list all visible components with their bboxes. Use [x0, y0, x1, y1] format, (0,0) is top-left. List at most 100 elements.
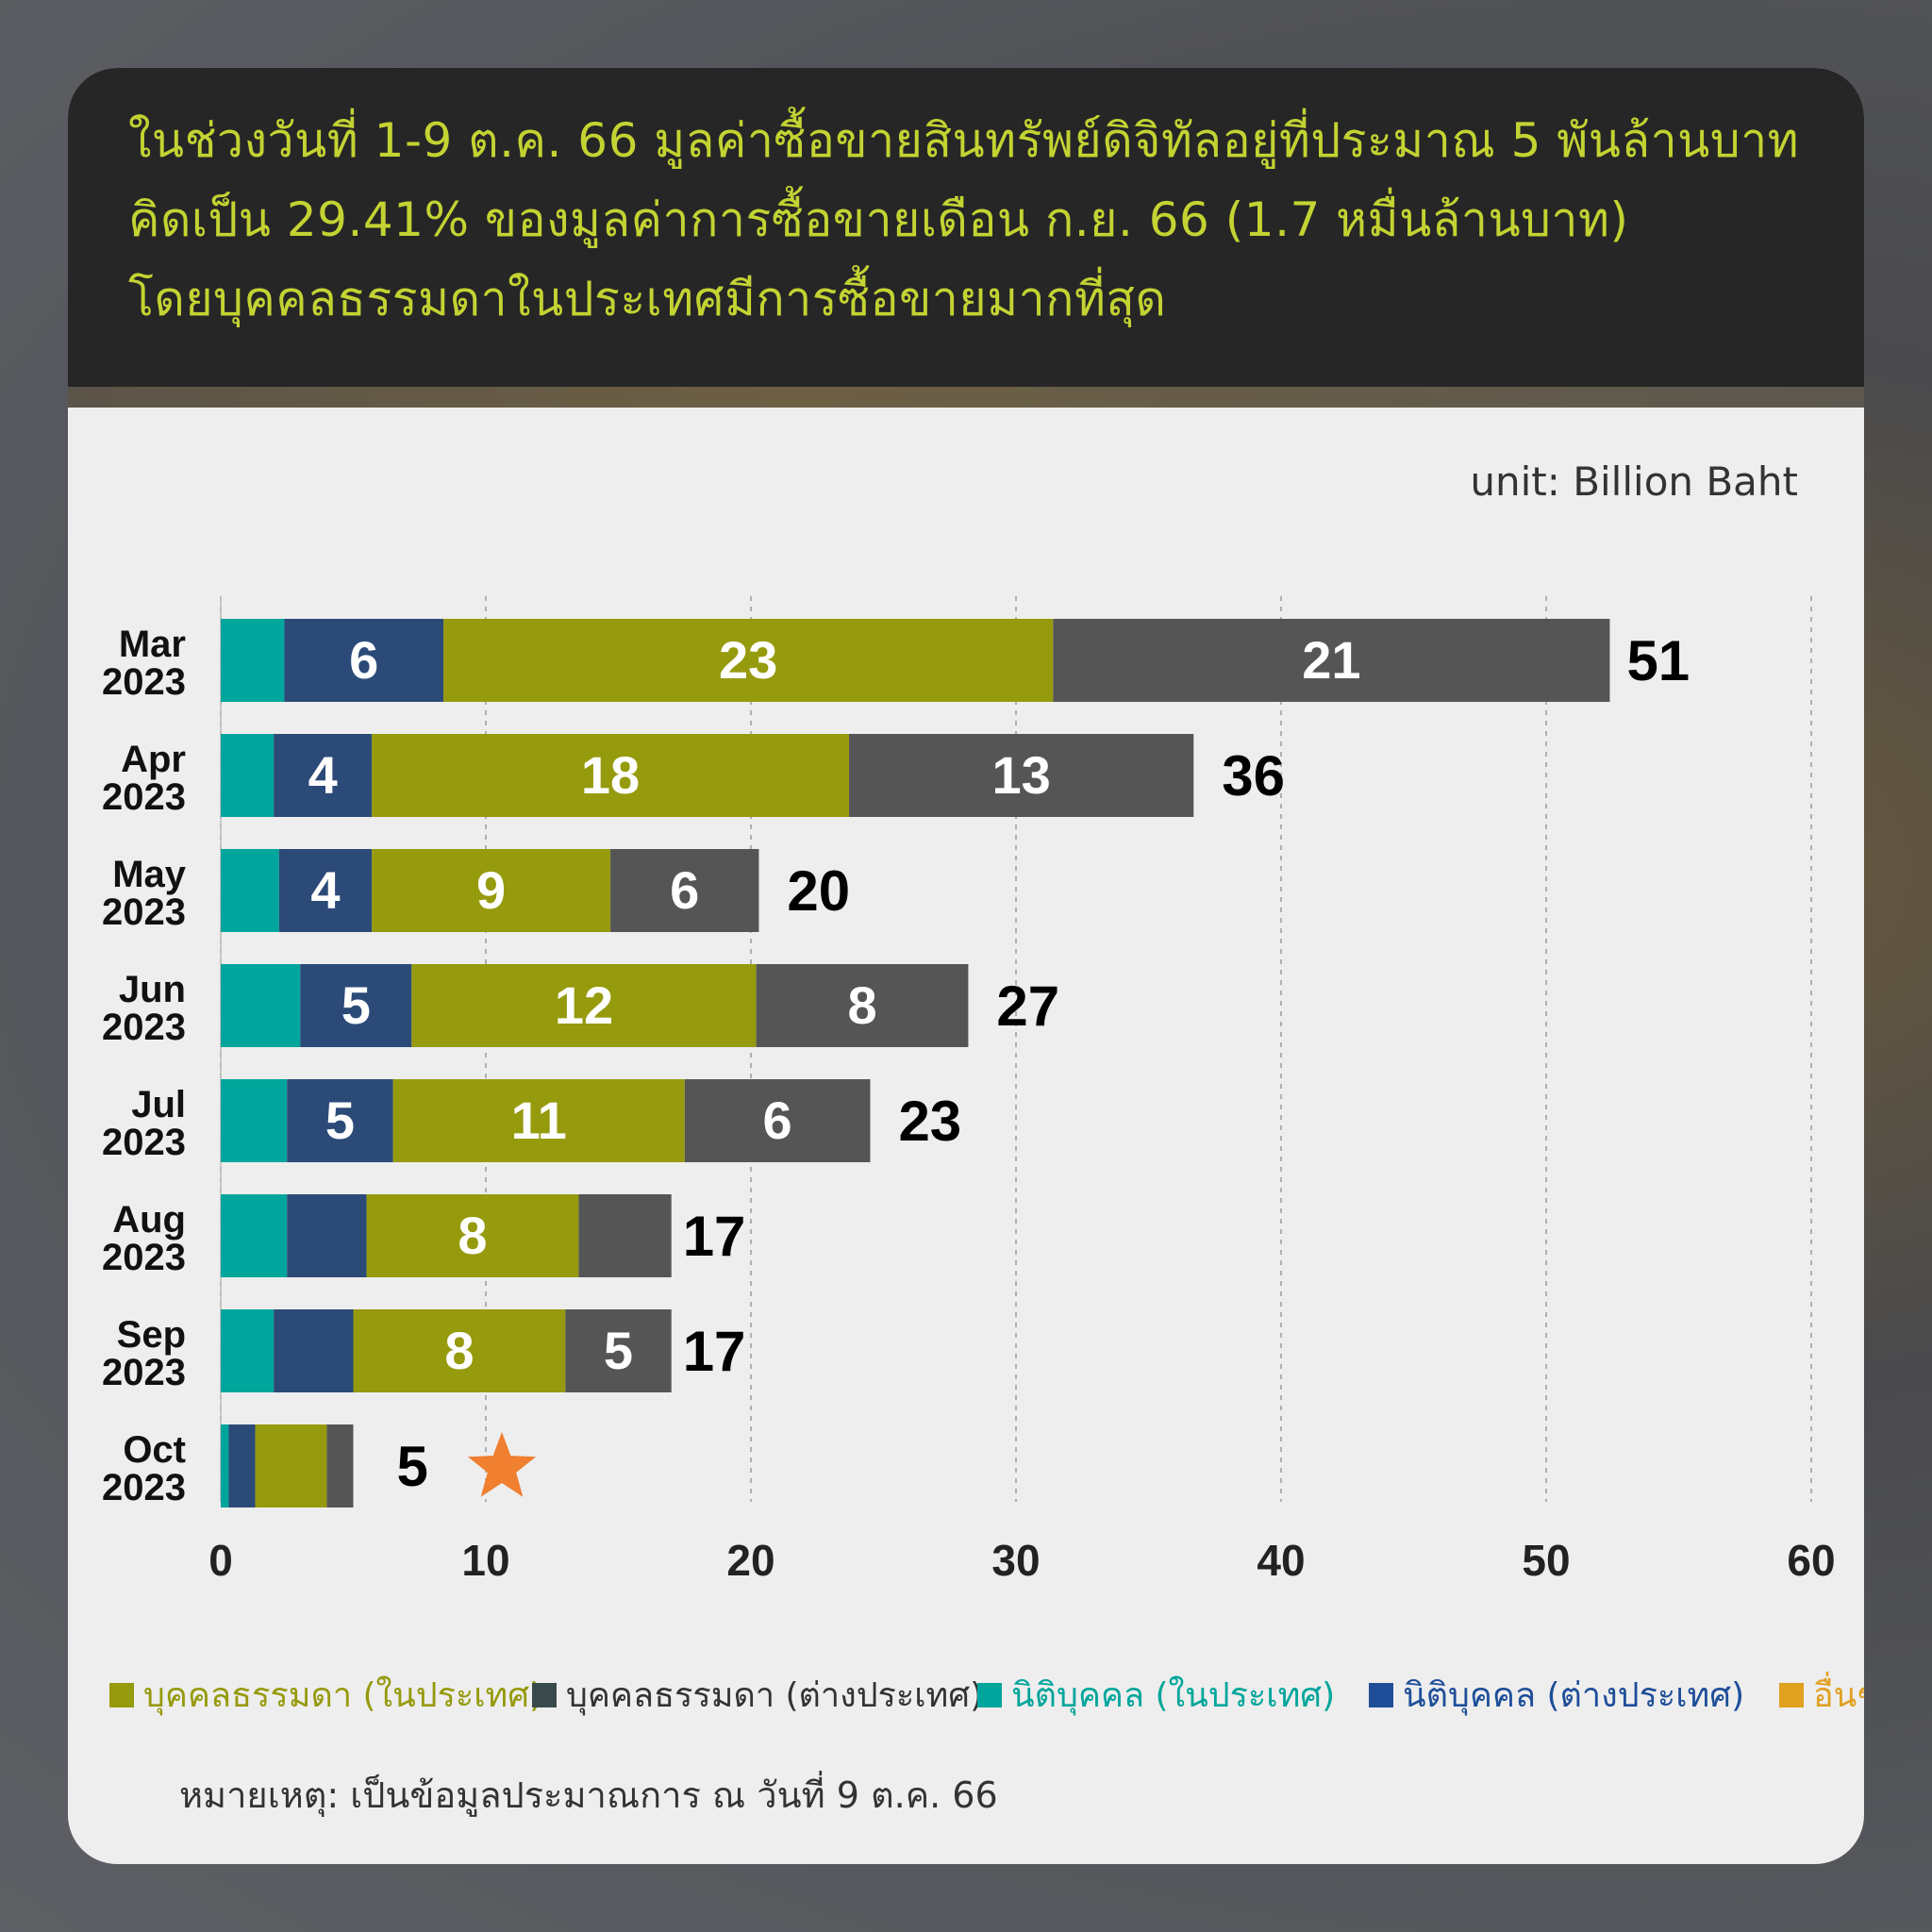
bar-data-label: 11: [511, 1091, 567, 1150]
bar-total-label: 5: [397, 1435, 428, 1498]
category-label-month: Jul: [131, 1084, 186, 1125]
legend-swatch: [109, 1682, 134, 1707]
bar-segment: [221, 1309, 275, 1392]
bar-data-label: 4: [310, 860, 340, 920]
bar-total-label: 17: [683, 1205, 746, 1268]
bar-data-label: 6: [670, 860, 699, 920]
bar-segment: [353, 1309, 566, 1392]
x-tick-label-20: 20: [726, 1536, 774, 1585]
bar-segment: [255, 1424, 327, 1507]
unit-label: unit: Billion Baht: [1470, 458, 1798, 505]
category-label-year: 2023: [102, 1467, 186, 1508]
bar-segment: [300, 964, 412, 1047]
x-tick-label-30: 30: [991, 1536, 1040, 1585]
bar-data-label: 8: [444, 1321, 474, 1380]
category-label-month: Apr: [121, 739, 186, 780]
bar-segment: [366, 1194, 579, 1277]
bar-segment: [287, 1079, 393, 1162]
infographic-card: ในช่วงวันที่ 1-9 ต.ค. 66 มูลค่าซื้อขายสิ…: [68, 68, 1864, 1864]
x-tick-label-60: 60: [1787, 1536, 1835, 1585]
category-label-year: 2023: [102, 891, 186, 933]
bar-segment: [221, 849, 279, 932]
legend-swatch: [977, 1682, 1002, 1707]
bar-segment: [372, 849, 611, 932]
category-label-year: 2023: [102, 1007, 186, 1048]
category-label-month: Sep: [117, 1314, 186, 1356]
legend-item: นิติบุคคล (ในประเทศ): [977, 1668, 1335, 1722]
header-banner: ในช่วงวันที่ 1-9 ต.ค. 66 มูลค่าซื้อขายสิ…: [68, 68, 1864, 387]
bar-segment: [221, 734, 275, 817]
category-label-month: Mar: [119, 624, 186, 665]
bar-segment: [278, 849, 373, 932]
bar-segment: [287, 1194, 367, 1277]
category-label-year: 2023: [102, 1237, 186, 1278]
legend-label: บุคคลธรรมดา (ต่างประเทศ): [566, 1676, 984, 1715]
bar-segment: [221, 964, 301, 1047]
bar-segment: [326, 1424, 354, 1507]
bar-segment: [610, 849, 759, 932]
bar-data-label: 18: [581, 745, 640, 805]
bar-segment: [565, 1309, 672, 1392]
legend-item: บุคคลธรรมดา (ในประเทศ): [109, 1668, 542, 1722]
legend-item: อื่นๆ: [1779, 1668, 1864, 1722]
bar-data-label: 5: [604, 1321, 633, 1380]
legend-label: นิติบุคคล (ในประเทศ): [1011, 1676, 1336, 1715]
bar-segment: [756, 964, 969, 1047]
legend-label: บุคคลธรรมดา (ในประเทศ): [143, 1676, 543, 1715]
bar-total-label: 20: [787, 859, 850, 923]
highlight-star-icon: [467, 1432, 537, 1497]
bar-data-label: 5: [341, 975, 371, 1035]
header-line-1: ในช่วงวันที่ 1-9 ต.ค. 66 มูลค่าซื้อขายสิ…: [128, 113, 1800, 168]
legend-item: บุคคลธรรมดา (ต่างประเทศ): [532, 1668, 983, 1722]
bar-total-label: 23: [898, 1090, 961, 1153]
bar-data-label: 12: [555, 975, 613, 1035]
header-line-3: โดยบุคคลธรรมดาในประเทศมีการซื้อขายมากที่…: [128, 272, 1167, 326]
bar-segment: [221, 1079, 288, 1162]
legend-label: อื่นๆ: [1813, 1676, 1864, 1715]
category-label-month: May: [112, 854, 187, 895]
bar-total-label: 51: [1626, 629, 1690, 692]
x-tick-label-50: 50: [1522, 1536, 1570, 1585]
bar-data-label: 23: [719, 630, 777, 690]
bar-segment: [1053, 619, 1610, 702]
bar-segment: [284, 619, 444, 702]
bar-data-label: 6: [349, 630, 378, 690]
bar-segment: [274, 1309, 354, 1392]
bar-data-label: 4: [308, 745, 338, 805]
category-label-year: 2023: [102, 1122, 186, 1163]
category-label-month: Aug: [112, 1199, 186, 1241]
bar-segment: [221, 619, 285, 702]
legend: บุคคลธรรมดา (ในประเทศ) บุคคลธรรมดา (ต่างป…: [109, 1668, 1864, 1724]
footnote: หมายเหตุ: เป็นข้อมูลประมาณการ ณ วันที่ 9…: [179, 1774, 998, 1816]
category-label-month: Oct: [123, 1429, 186, 1471]
header-line-2: คิดเป็น 29.41% ของมูลค่าการซื้อขายเดือน …: [128, 192, 1629, 247]
category-label-month: Jun: [119, 969, 186, 1010]
bar-data-label: 8: [847, 975, 876, 1035]
x-tick-label-0: 0: [208, 1536, 233, 1585]
bar-total-label: 17: [683, 1320, 746, 1383]
bar-segment: [443, 619, 1054, 702]
bar-segment: [274, 734, 373, 817]
background-strip: [68, 387, 1864, 408]
bar-segment: [392, 1079, 685, 1162]
bar-data-label: 21: [1302, 630, 1360, 690]
legend-item: นิติบุคคล (ต่างประเทศ): [1369, 1668, 1744, 1722]
category-label-year: 2023: [102, 1352, 186, 1393]
category-label-year: 2023: [102, 776, 186, 818]
bar-data-label: 13: [991, 745, 1050, 805]
bar-segment: [578, 1194, 672, 1277]
legend-swatch: [1369, 1682, 1393, 1707]
bar-segment: [221, 1194, 288, 1277]
bar-segment: [228, 1424, 256, 1507]
bar-data-label: 9: [476, 860, 506, 920]
x-tick-label-10: 10: [461, 1536, 509, 1585]
bar-data-label: 6: [763, 1091, 792, 1150]
bar-data-label: 5: [325, 1091, 355, 1150]
legend-label: นิติบุคคล (ต่างประเทศ): [1403, 1676, 1745, 1715]
bar-total-label: 27: [996, 974, 1059, 1038]
bar-segment: [848, 734, 1194, 817]
bar-data-label: 8: [458, 1206, 487, 1265]
category-label-year: 2023: [102, 661, 186, 703]
legend-swatch: [532, 1682, 557, 1707]
